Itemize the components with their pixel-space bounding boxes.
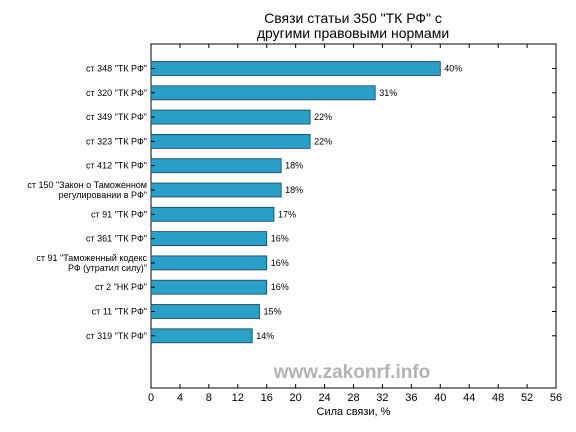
x-tick-label: 32 — [376, 392, 388, 404]
value-label: 22% — [314, 136, 332, 146]
bar — [150, 328, 253, 344]
bar — [150, 61, 441, 76]
bar — [150, 182, 282, 198]
category-label: ст 319 "ТК РФ" — [86, 331, 147, 341]
category-label: ст 11 "ТК РФ" — [92, 307, 147, 317]
x-tick-label: 16 — [261, 392, 273, 404]
x-tick-label: 4 — [177, 392, 183, 404]
category-label: ст 349 "ТК РФ" — [86, 112, 147, 122]
value-label: 17% — [278, 209, 296, 219]
category-labels: ст 348 "ТК РФ" ст 320 "ТК РФ" ст 349 "ТК Р… — [27, 64, 556, 341]
bar — [150, 255, 268, 271]
x-tick-label: 48 — [492, 392, 504, 404]
category-label: ст 361 "ТК РФ" — [86, 234, 147, 244]
watermark: www.zakonrf.info — [273, 362, 431, 383]
value-label: 15% — [263, 307, 281, 317]
category-label: ст 2 "НК РФ" — [95, 282, 147, 292]
x-tick-label: 40 — [434, 392, 446, 404]
category-label: ст 91 "ТК РФ" — [91, 209, 147, 219]
category-label: регулировании в РФ" — [59, 190, 147, 200]
value-label: 18% — [285, 161, 303, 171]
category-label: ст 323 "ТК РФ" — [86, 136, 147, 146]
category-label: РФ (утратил силу)" — [68, 263, 147, 273]
value-label: 18% — [285, 185, 303, 195]
x-tick-label: 24 — [318, 392, 330, 404]
category-label: ст 412 "ТК РФ" — [86, 161, 147, 171]
category-label: ст 320 "ТК РФ" — [86, 88, 147, 98]
bar — [150, 109, 311, 125]
category-label: ст 348 "ТК РФ" — [86, 64, 147, 74]
bar — [150, 231, 268, 247]
value-label: 16% — [271, 258, 289, 268]
x-tick-label: 44 — [463, 392, 475, 404]
x-tick-label: 28 — [347, 392, 359, 404]
category-label: ст 91 "Таможенный кодекс — [36, 253, 147, 263]
x-axis-ticks: 0 4 8 12 16 20 24 28 32 36 40 44 48 52 56 — [148, 44, 562, 404]
bar — [150, 85, 376, 101]
bar — [150, 133, 311, 149]
value-label: 16% — [271, 282, 289, 292]
bar — [150, 279, 268, 295]
x-tick-label: 52 — [521, 392, 533, 404]
x-tick-label: 36 — [405, 392, 417, 404]
x-axis-label: Сила связи, % — [317, 406, 391, 418]
bar — [150, 304, 260, 319]
x-tick-label: 8 — [206, 392, 212, 404]
x-tick-label: 56 — [550, 392, 562, 404]
value-label: 14% — [256, 331, 274, 341]
value-label: 40% — [444, 64, 462, 74]
value-labels: 40% 31% 22% 22% 18% 18% 17% 16% 16% 16% 15% 14% — [256, 64, 462, 341]
x-tick-label: 20 — [290, 392, 302, 404]
value-label: 16% — [271, 234, 289, 244]
bars-group — [150, 61, 441, 344]
x-tick-label: 0 — [148, 392, 154, 404]
chart-title-line: Связи статьи 350 "ТК РФ" с — [264, 10, 442, 26]
chart-title-line: другими правовыми нормами — [257, 25, 449, 41]
category-label: ст 150 "Закон о Таможенном — [27, 180, 147, 190]
x-tick-label: 12 — [232, 392, 244, 404]
bar — [150, 158, 282, 174]
value-label: 22% — [314, 112, 332, 122]
bar — [150, 206, 275, 222]
value-label: 31% — [379, 88, 397, 98]
